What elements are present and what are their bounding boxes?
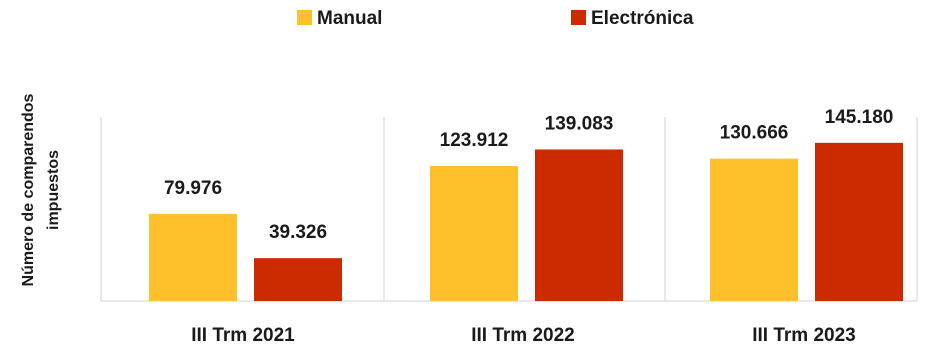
bar-manual-1 xyxy=(149,213,237,301)
bar-electronica-2 xyxy=(535,149,623,301)
legend-label-electronica: Electrónica xyxy=(591,8,694,29)
bar-electronica-1 xyxy=(254,258,342,301)
data-label-electronica-1: 39.326 xyxy=(269,222,327,243)
y-axis-title-line-1: Número de comparendos xyxy=(20,93,37,286)
category-label-2: III Trm 2022 xyxy=(471,325,575,346)
data-label-manual-3: 130.666 xyxy=(720,123,789,144)
category-label-3: III Trm 2023 xyxy=(752,325,856,346)
legend-swatch-manual xyxy=(297,10,312,25)
bar-electronica-3 xyxy=(815,142,903,301)
category-labels-layer: III Trm 2021 III Trm 2022 III Trm 2023 xyxy=(191,325,856,346)
legend: Manual Electrónica xyxy=(297,8,694,29)
y-axis-title: Número de comparendos impuestos xyxy=(20,93,62,286)
category-label-1: III Trm 2021 xyxy=(191,325,295,346)
legend-label-manual: Manual xyxy=(317,8,382,29)
bar-manual-3 xyxy=(710,158,798,301)
bar-manual-2 xyxy=(430,166,518,301)
y-axis-title-line-2: impuestos xyxy=(45,150,62,230)
bars-layer xyxy=(149,142,903,301)
data-label-manual-1: 79.976 xyxy=(164,178,222,199)
data-label-electronica-2: 139.083 xyxy=(545,113,614,134)
data-labels-layer: 79.976 39.326 123.912 139.083 130.666 145.180 xyxy=(164,107,893,243)
legend-swatch-electronica xyxy=(571,10,586,25)
data-label-electronica-3: 145.180 xyxy=(825,107,894,128)
data-label-manual-2: 123.912 xyxy=(440,130,509,151)
